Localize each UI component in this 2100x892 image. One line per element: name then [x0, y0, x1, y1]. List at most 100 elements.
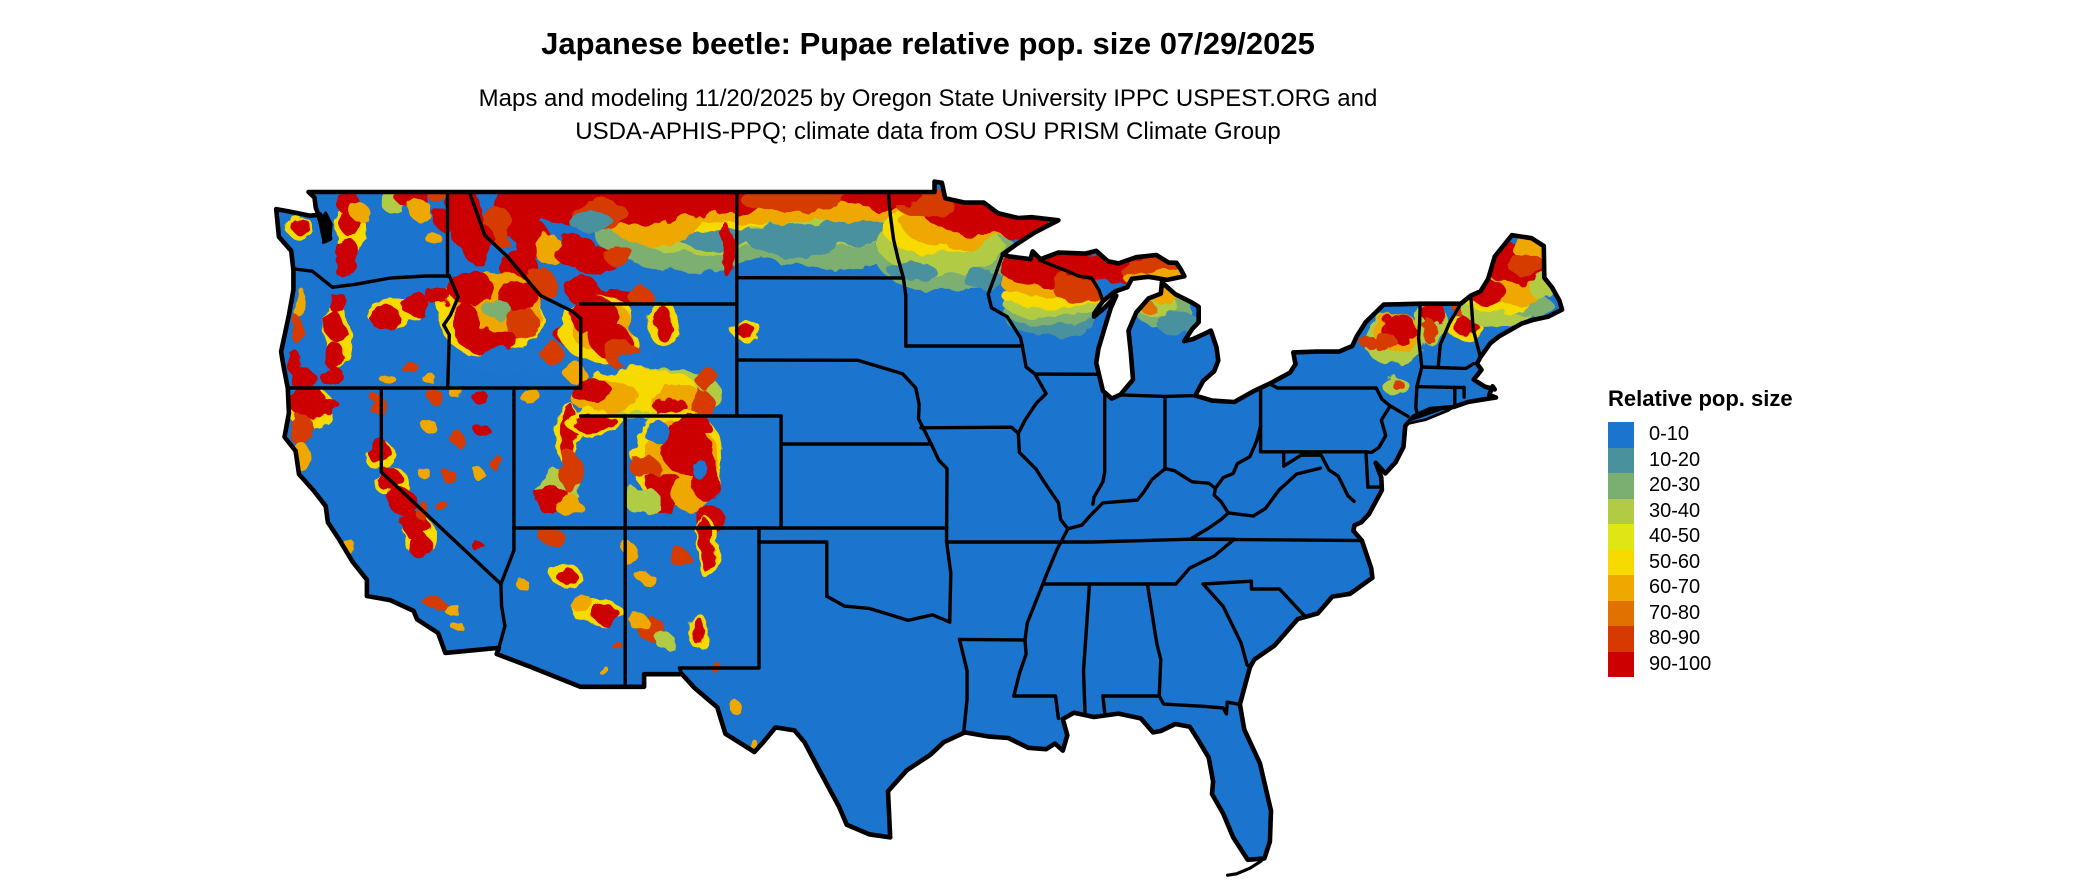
- hotspot-blob: [324, 312, 345, 341]
- hotspot-blob: [321, 340, 344, 369]
- hotspot-blob: [419, 468, 432, 481]
- hotspot-blob: [556, 493, 581, 518]
- hotspot-blob: [442, 601, 459, 614]
- hotspot-blob: [592, 605, 621, 624]
- hotspot-blob: [538, 341, 563, 362]
- hotspot-blob: [491, 455, 504, 472]
- state-border: [467, 190, 583, 321]
- hotspot-blob: [450, 387, 465, 400]
- hotspot-blob: [473, 468, 486, 481]
- subtitle-line-1: Maps and modeling 11/20/2025 by Oregon S…: [478, 85, 1378, 112]
- hotspot-blob: [427, 288, 452, 306]
- hotspot-blob: [475, 422, 488, 438]
- legend-item: 10-20: [1608, 447, 1888, 473]
- hotspot-blob: [390, 488, 417, 517]
- legend-item: 50-60: [1608, 549, 1888, 575]
- legend-label: 90-100: [1649, 652, 1712, 675]
- title-block: Japanese beetle: Pupae relative pop. siz…: [278, 0, 1578, 148]
- state-border: [1110, 392, 1197, 399]
- legend-item: 90-100: [1608, 651, 1888, 677]
- legend-swatch: [1608, 600, 1634, 626]
- legend-item: 20-30: [1608, 473, 1888, 499]
- state-border: [757, 540, 829, 598]
- hotspot-blob: [409, 201, 434, 222]
- legend-entries: 0-10 10-20 20-30 30-40 40-50 50-60 60-70 70-80 8…: [1608, 422, 1888, 677]
- hotspot-blob: [423, 420, 438, 435]
- hotspot-blob: [435, 499, 448, 512]
- state-border: [1081, 582, 1092, 718]
- hotspot-blob: [620, 541, 637, 566]
- hotspot-blob: [1373, 333, 1398, 354]
- state-border: [1364, 404, 1392, 455]
- legend-label: 40-50: [1649, 525, 1701, 547]
- state-border: [1157, 694, 1242, 716]
- hotspot-blob: [461, 220, 494, 265]
- hotspot-blob: [452, 620, 463, 632]
- hotspot-blob: [1390, 378, 1403, 389]
- state-border: [886, 190, 908, 348]
- hotspot-blob: [471, 389, 488, 404]
- legend-label: 70-80: [1649, 601, 1701, 624]
- hotspot-blob: [333, 257, 358, 278]
- hotspot-blob: [627, 285, 652, 306]
- us-map: [268, 172, 1568, 884]
- hotspot-blob: [675, 413, 712, 442]
- state-border: [1414, 384, 1420, 417]
- legend-swatch: [1608, 549, 1634, 575]
- hotspot-blob: [540, 528, 565, 547]
- hotspot-blob: [654, 632, 675, 648]
- legend-item: 70-80: [1608, 600, 1888, 626]
- hotspot-blob: [364, 437, 389, 462]
- hotspot-blob: [424, 597, 445, 610]
- state-border: [957, 637, 969, 735]
- hotspot-blob: [736, 322, 755, 339]
- hotspot-blob: [443, 470, 458, 485]
- state-border: [957, 637, 1027, 642]
- legend: Relative pop. size 0-10 10-20 20-30 30-40 40…: [1608, 386, 1888, 677]
- hotspot-blob: [627, 612, 648, 629]
- hotspot-blob: [321, 398, 340, 415]
- hotspot-blob: [1508, 252, 1544, 277]
- hotspot-blob: [402, 361, 419, 376]
- hotspot-blob: [638, 571, 655, 586]
- florida-keys: [1225, 859, 1263, 877]
- state-border: [1415, 365, 1424, 389]
- hotspot-blob: [729, 700, 742, 715]
- legend-swatch: [1608, 498, 1634, 524]
- hotspot-blob: [1156, 311, 1201, 336]
- hotspot-blob: [1422, 320, 1439, 344]
- legend-label: 60-70: [1649, 576, 1701, 598]
- hotspot-blob: [748, 225, 839, 257]
- hotspot-blob: [697, 367, 718, 392]
- hotspot-blob: [450, 431, 465, 446]
- hotspot-blob: [599, 665, 610, 676]
- hotspot-blob: [605, 244, 634, 269]
- hotspot-blob: [738, 183, 849, 212]
- state-border: [1420, 361, 1476, 371]
- hotspot-blob: [295, 288, 308, 320]
- hotspot-blob: [653, 306, 674, 341]
- hotspot-blob: [409, 530, 430, 559]
- state-border: [1038, 258, 1105, 303]
- state-border: [1415, 384, 1466, 390]
- state-border: [944, 540, 953, 624]
- subtitle-line-2: USDA-APHIS-PPQ; climate data from OSU PR…: [575, 118, 1281, 145]
- legend-label: 30-40: [1649, 499, 1701, 522]
- hotspot-blob: [289, 414, 314, 446]
- hotspot-blob: [1359, 334, 1376, 349]
- hotspot-blob: [720, 224, 735, 277]
- state-border: [1188, 511, 1230, 541]
- legend-swatch: [1608, 447, 1634, 473]
- state-border: [900, 371, 949, 530]
- state-border: [1145, 582, 1163, 698]
- hotspot-blob: [433, 210, 454, 230]
- hotspot-blob: [483, 299, 512, 320]
- legend-label: 0-10: [1649, 423, 1690, 445]
- hotspot-blob: [400, 292, 429, 316]
- hotspot-blob: [623, 486, 660, 514]
- state-border: [735, 358, 905, 376]
- legend-swatch: [1608, 524, 1634, 550]
- legend-swatch: [1608, 626, 1634, 652]
- hotspot-blob: [473, 542, 486, 553]
- hotspot-blob: [697, 518, 714, 571]
